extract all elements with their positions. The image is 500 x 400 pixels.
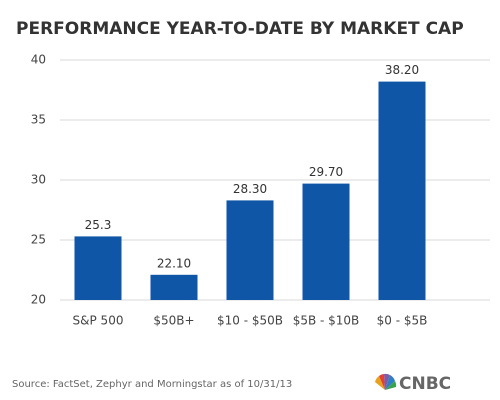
y-tick-label: 35 — [31, 113, 46, 127]
bar — [226, 200, 274, 300]
y-tick-label: 20 — [31, 293, 46, 307]
x-tick-label: $50B+ — [153, 314, 194, 328]
y-tick-label: 25 — [31, 233, 46, 247]
value-label: 29.70 — [309, 165, 343, 179]
value-label: 22.10 — [157, 256, 191, 270]
cnbc-peacock — [375, 373, 397, 390]
bar — [74, 236, 122, 300]
x-tick-label: $5B - $10B — [293, 314, 360, 328]
x-tick-label: $0 - $5B — [377, 314, 428, 328]
source-note: Source: FactSet, Zephyr and Morningstar … — [12, 379, 292, 390]
chart-title: PERFORMANCE YEAR-TO-DATE BY MARKET CAP — [16, 19, 464, 39]
value-label: 28.30 — [233, 182, 267, 196]
x-tick-label: S&P 500 — [73, 314, 124, 328]
logo-text: CNBC — [399, 374, 451, 394]
value-label: 25.3 — [85, 218, 112, 232]
bar — [150, 274, 198, 300]
bar — [378, 81, 426, 300]
y-tick-label: 40 — [31, 53, 46, 67]
y-tick-label: 30 — [31, 173, 46, 187]
bar — [302, 183, 350, 300]
x-tick-label: $10 - $50B — [217, 314, 283, 328]
value-label: 38.20 — [385, 63, 419, 77]
